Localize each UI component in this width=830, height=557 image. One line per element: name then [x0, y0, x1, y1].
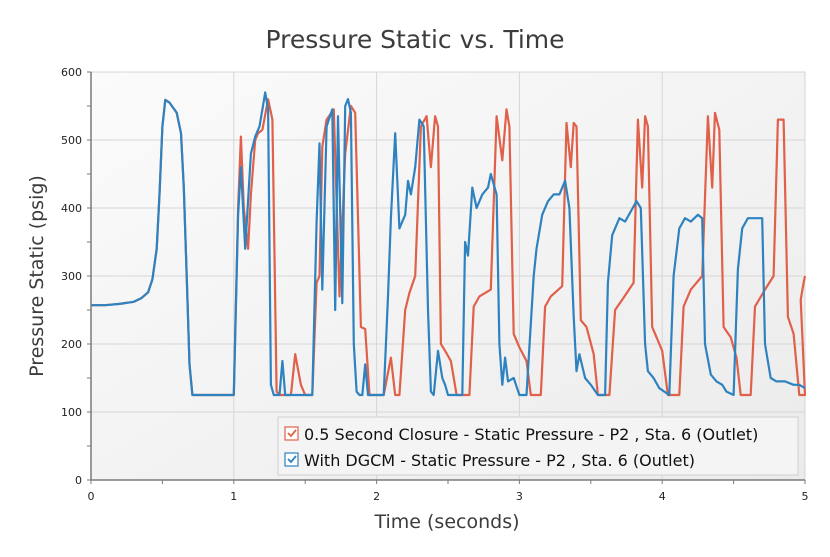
x-tick-label: 2 — [373, 490, 380, 503]
legend-box — [277, 416, 799, 476]
legend-label: 0.5 Second Closure - Static Pressure - P… — [304, 425, 758, 444]
y-tick-label: 500 — [61, 134, 82, 147]
y-axis-label: Pressure Static (psig) — [26, 175, 48, 377]
series-line-with-dgcm — [91, 91, 806, 397]
y-tick-label: 100 — [61, 406, 82, 419]
x-tick-label: 0 — [88, 490, 95, 503]
x-tick-label: 1 — [230, 490, 237, 503]
series-layer — [91, 91, 807, 397]
y-tick-label: 600 — [61, 66, 82, 79]
legend-item-0-5-second-closure[interactable]: 0.5 Second Closure - Static Pressure - P… — [284, 425, 758, 444]
y-tick-label: 300 — [61, 270, 82, 283]
checkbox-checked-icon[interactable] — [284, 426, 299, 441]
chart-title: Pressure Static vs. Time — [265, 25, 564, 54]
x-tick-label: 5 — [802, 490, 809, 503]
y-tick-label: 400 — [61, 202, 82, 215]
checkbox-checked-icon[interactable] — [284, 452, 299, 467]
axes — [87, 71, 806, 484]
tick-labels: 0 100 200 300 400 500 600 0 1 2 3 4 5 — [61, 66, 809, 503]
y-tick-label: 200 — [61, 338, 82, 351]
y-tick-label: 0 — [75, 474, 82, 487]
x-tick-label: 3 — [516, 490, 523, 503]
x-axis-label: Time (seconds) — [373, 511, 519, 533]
checkmark-icon — [287, 455, 297, 464]
legend-label: With DGCM - Static Pressure - P2 , Sta. … — [304, 451, 695, 470]
legend-item-with-dgcm[interactable]: With DGCM - Static Pressure - P2 , Sta. … — [284, 451, 695, 470]
x-tick-label: 4 — [659, 490, 666, 503]
legend: 0.5 Second Closure - Static Pressure - P… — [277, 416, 799, 476]
checkmark-icon — [287, 429, 297, 438]
grid-lines — [91, 71, 806, 480]
